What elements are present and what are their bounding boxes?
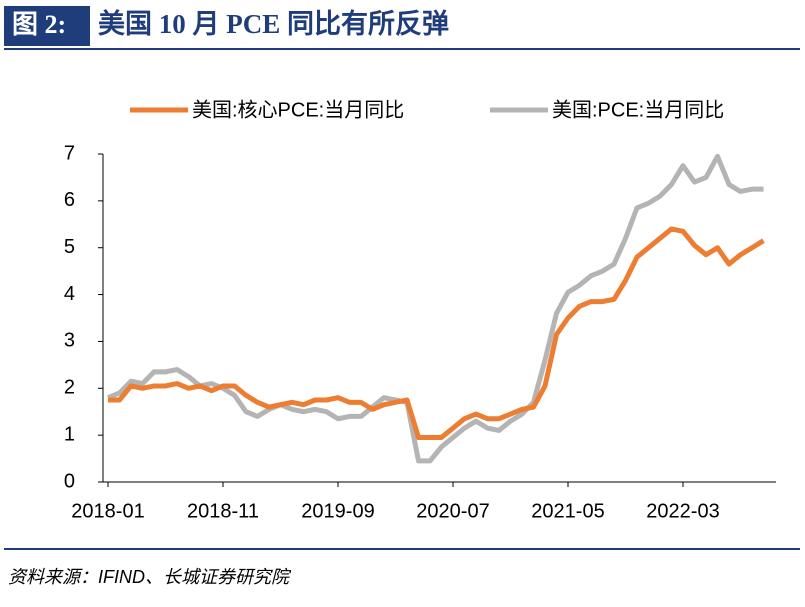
series-line — [108, 226, 765, 440]
source: 资料来源：IFIND、长城证券研究院 — [8, 567, 292, 587]
y-tick-label: 6 — [64, 189, 75, 211]
x-tick-label: 2018-11 — [187, 500, 259, 522]
x-tick-label: 2019-09 — [301, 500, 374, 522]
legend-label: 美国:PCE:当月同比 — [552, 98, 724, 121]
x-tick-label: 2021-05 — [531, 500, 604, 522]
x-tick-label: 2022-03 — [646, 500, 719, 522]
y-tick-label: 0 — [64, 470, 75, 492]
figure-label: 图 2: — [12, 10, 66, 39]
y-tick-label: 4 — [64, 283, 75, 305]
x-tick-label: 2018-01 — [71, 500, 144, 522]
chart-title: 美国 10 月 PCE 同比有所反弹 — [98, 8, 449, 39]
x-tick-label: 2020-07 — [416, 500, 489, 522]
y-tick-label: 3 — [64, 330, 75, 352]
legend-label: 美国:核心PCE:当月同比 — [192, 98, 404, 121]
y-tick-label: 1 — [64, 423, 75, 445]
y-tick-label: 7 — [64, 142, 75, 164]
y-tick-label: 5 — [64, 236, 75, 258]
figure-label-box — [4, 6, 90, 46]
y-tick-label: 2 — [64, 377, 75, 399]
series-line — [107, 153, 764, 464]
